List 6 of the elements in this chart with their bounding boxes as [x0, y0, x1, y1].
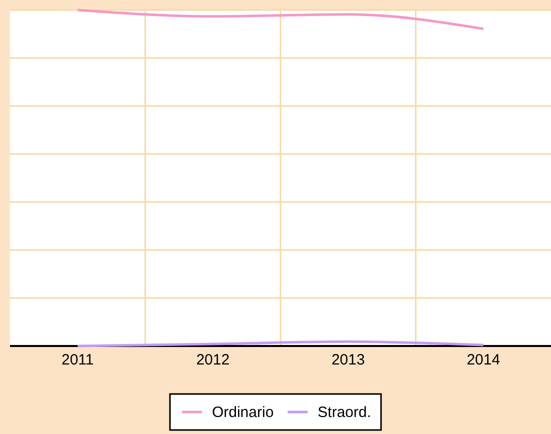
x-tick-label: 2013 — [331, 352, 365, 369]
x-tick-label: 2011 — [61, 352, 94, 369]
x-tick-label: 2012 — [196, 352, 230, 369]
legend-label: Ordinario — [212, 404, 274, 421]
legend-label: Straord. — [318, 404, 372, 421]
x-tick-label: 2014 — [466, 352, 500, 369]
